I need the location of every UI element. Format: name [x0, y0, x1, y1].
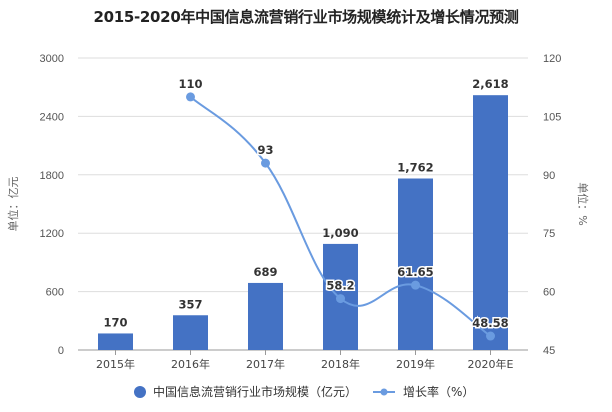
line-point[interactable] — [486, 331, 495, 341]
x-axis-label: 2015年 — [96, 357, 135, 371]
legend-bar-label[interactable]: 中国信息流营销行业市场规模（亿元） — [153, 384, 357, 399]
bar[interactable] — [398, 178, 433, 350]
x-axis-label: 2016年 — [171, 357, 210, 371]
line-value-label: 110 — [178, 77, 202, 91]
line-value-label: 93 — [257, 143, 273, 157]
bar-value-label: 1,090 — [322, 226, 358, 240]
line-value-label: 61.65 — [397, 265, 433, 279]
bar-value-label: 170 — [103, 315, 127, 329]
legend-line-label[interactable]: 增长率（%） — [403, 384, 474, 399]
left-axis-tick: 600 — [46, 287, 64, 299]
left-axis-tick: 0 — [58, 345, 64, 357]
line-point[interactable] — [186, 92, 195, 102]
line-point[interactable] — [411, 280, 420, 290]
x-axis-label: 2019年 — [396, 357, 435, 371]
left-axis-tick: 1200 — [40, 228, 64, 240]
left-axis-tick: 3000 — [40, 53, 64, 65]
line-value-label: 58.2 — [326, 279, 354, 293]
chart-title: 2015-2020年中国信息流营销行业市场规模统计及增长情况预测 — [93, 8, 519, 26]
bar[interactable] — [473, 95, 508, 350]
line-value-label: 48.58 — [472, 316, 508, 330]
right-axis-tick: 105 — [543, 111, 561, 123]
right-axis-tick: 120 — [543, 53, 561, 65]
right-axis-tick: 45 — [543, 345, 555, 357]
right-axis-tick: 90 — [543, 170, 555, 182]
x-axis-label: 2018年 — [321, 357, 360, 371]
legend-bar-marker-icon — [134, 386, 146, 398]
legend-line-marker-icon — [380, 388, 388, 396]
right-axis-tick: 60 — [543, 287, 555, 299]
bar[interactable] — [98, 333, 133, 350]
right-axis-tick: 75 — [543, 228, 555, 240]
bar-value-label: 1,762 — [397, 160, 433, 174]
left-axis-tick: 2400 — [40, 111, 64, 123]
x-axis-label: 2020年E — [468, 357, 514, 371]
line-point[interactable] — [261, 158, 270, 168]
bar-value-label: 689 — [253, 265, 277, 279]
bar-value-label: 2,618 — [472, 77, 508, 91]
growth-rate-line — [189, 96, 492, 337]
bar[interactable] — [173, 315, 208, 350]
x-axis-label: 2017年 — [246, 357, 285, 371]
bar[interactable] — [248, 282, 283, 350]
left-axis-tick: 1800 — [40, 170, 64, 182]
bar-value-label: 357 — [178, 297, 202, 311]
right-axis-title: 单位：% — [576, 182, 590, 225]
line-point[interactable] — [336, 294, 345, 304]
left-axis-title: 单位：亿元 — [6, 177, 20, 232]
